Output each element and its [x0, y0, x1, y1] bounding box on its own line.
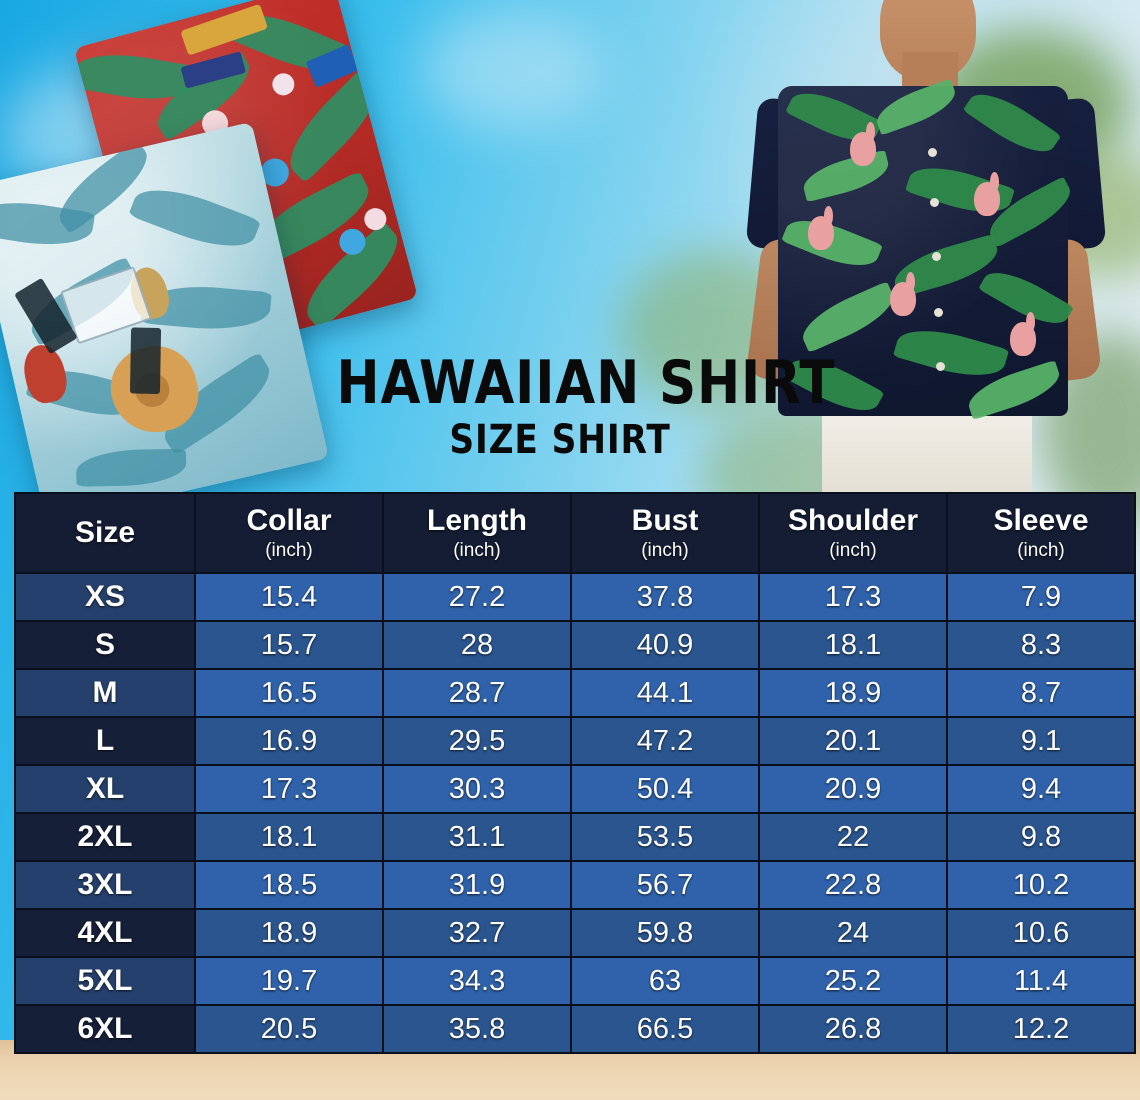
cell-sleeve: 9.8: [948, 814, 1134, 860]
table-header-row: Size Collar (inch) Length (inch) Bust (i…: [16, 494, 1134, 572]
cell-sleeve: 9.4: [948, 766, 1134, 812]
cell-shoulder: 20.9: [760, 766, 946, 812]
cloud-blur: [420, 10, 600, 130]
cell-collar: 18.5: [196, 862, 382, 908]
page-title: HAWAIIAN SHIRT: [336, 348, 836, 418]
cell-size: 2XL: [16, 814, 194, 860]
cell-bust: 66.5: [572, 1006, 758, 1052]
cell-sleeve: 9.1: [948, 718, 1134, 764]
cell-collar: 19.7: [196, 958, 382, 1004]
flamingo-motif: [808, 206, 834, 250]
cell-shoulder: 20.1: [760, 718, 946, 764]
table-row: 6XL 20.5 35.8 66.5 26.8 12.2: [16, 1006, 1134, 1052]
flamingo-motif: [850, 122, 876, 166]
cell-shoulder: 26.8: [760, 1006, 946, 1052]
cell-length: 28.7: [384, 670, 570, 716]
table-row: 5XL 19.7 34.3 63 25.2 11.4: [16, 958, 1134, 1004]
table-row: 2XL 18.1 31.1 53.5 22 9.8: [16, 814, 1134, 860]
shirt-button: [936, 362, 945, 371]
shirt-button: [928, 148, 937, 157]
cell-sleeve: 10.2: [948, 862, 1134, 908]
flamingo-motif: [890, 272, 916, 316]
model-shorts: [822, 400, 1032, 500]
cell-shoulder: 17.3: [760, 574, 946, 620]
cell-size: 4XL: [16, 910, 194, 956]
cell-bust: 56.7: [572, 862, 758, 908]
cell-bust: 59.8: [572, 910, 758, 956]
cell-length: 27.2: [384, 574, 570, 620]
navy-hawaiian-shirt: [778, 78, 1079, 423]
table-row: 3XL 18.5 31.9 56.7 22.8 10.2: [16, 862, 1134, 908]
cell-length: 29.5: [384, 718, 570, 764]
cell-collar: 20.5: [196, 1006, 382, 1052]
table-row: XL 17.3 30.3 50.4 20.9 9.4: [16, 766, 1134, 812]
cell-bust: 47.2: [572, 718, 758, 764]
cell-shoulder: 24: [760, 910, 946, 956]
cell-collar: 15.7: [196, 622, 382, 668]
cell-shoulder: 22.8: [760, 862, 946, 908]
cell-size: 5XL: [16, 958, 194, 1004]
cell-size: 3XL: [16, 862, 194, 908]
column-header-size: Size: [16, 494, 194, 572]
cell-sleeve: 12.2: [948, 1006, 1134, 1052]
column-header-sleeve: Sleeve (inch): [948, 494, 1134, 572]
cell-sleeve: 7.9: [948, 574, 1134, 620]
cell-collar: 16.9: [196, 718, 382, 764]
column-header-bust: Bust (inch): [572, 494, 758, 572]
table-row: 4XL 18.9 32.7 59.8 24 10.6: [16, 910, 1134, 956]
cell-sleeve: 10.6: [948, 910, 1134, 956]
cell-bust: 50.4: [572, 766, 758, 812]
cell-collar: 17.3: [196, 766, 382, 812]
column-header-shoulder: Shoulder (inch): [760, 494, 946, 572]
cell-collar: 16.5: [196, 670, 382, 716]
size-chart-table: Size Collar (inch) Length (inch) Bust (i…: [14, 492, 1136, 1054]
cell-bust: 44.1: [572, 670, 758, 716]
cell-collar: 18.9: [196, 910, 382, 956]
cell-shoulder: 22: [760, 814, 946, 860]
flamingo-motif: [974, 172, 1000, 216]
cell-sleeve: 8.7: [948, 670, 1134, 716]
cell-size: XS: [16, 574, 194, 620]
shirt-button: [934, 308, 943, 317]
shirt-placket: [129, 327, 162, 395]
cell-bust: 40.9: [572, 622, 758, 668]
table-row: S 15.7 28 40.9 18.1 8.3: [16, 622, 1134, 668]
flamingo-motif: [1010, 312, 1036, 356]
cell-length: 28: [384, 622, 570, 668]
table-row: L 16.9 29.5 47.2 20.1 9.1: [16, 718, 1134, 764]
cell-bust: 63: [572, 958, 758, 1004]
title-block: HAWAIIAN SHIRT SIZE SHIRT: [300, 348, 836, 463]
cell-length: 31.1: [384, 814, 570, 860]
model-photo: [730, 0, 1140, 500]
cell-size: 6XL: [16, 1006, 194, 1052]
cell-size: M: [16, 670, 194, 716]
cell-size: L: [16, 718, 194, 764]
cell-collar: 18.1: [196, 814, 382, 860]
cell-length: 35.8: [384, 1006, 570, 1052]
cell-length: 30.3: [384, 766, 570, 812]
table-row: XS 15.4 27.2 37.8 17.3 7.9: [16, 574, 1134, 620]
cell-bust: 37.8: [572, 574, 758, 620]
cell-size: S: [16, 622, 194, 668]
shirt-button: [932, 252, 941, 261]
column-header-length: Length (inch): [384, 494, 570, 572]
table-row: M 16.5 28.7 44.1 18.9 8.7: [16, 670, 1134, 716]
cell-shoulder: 25.2: [760, 958, 946, 1004]
cell-shoulder: 18.9: [760, 670, 946, 716]
cell-bust: 53.5: [572, 814, 758, 860]
cell-length: 32.7: [384, 910, 570, 956]
cell-shoulder: 18.1: [760, 622, 946, 668]
column-header-collar: Collar (inch): [196, 494, 382, 572]
cell-length: 34.3: [384, 958, 570, 1004]
cell-collar: 15.4: [196, 574, 382, 620]
shirt-button: [930, 198, 939, 207]
cell-size: XL: [16, 766, 194, 812]
cell-sleeve: 8.3: [948, 622, 1134, 668]
cell-length: 31.9: [384, 862, 570, 908]
cell-sleeve: 11.4: [948, 958, 1134, 1004]
page-subtitle: SIZE SHIRT: [449, 417, 671, 463]
